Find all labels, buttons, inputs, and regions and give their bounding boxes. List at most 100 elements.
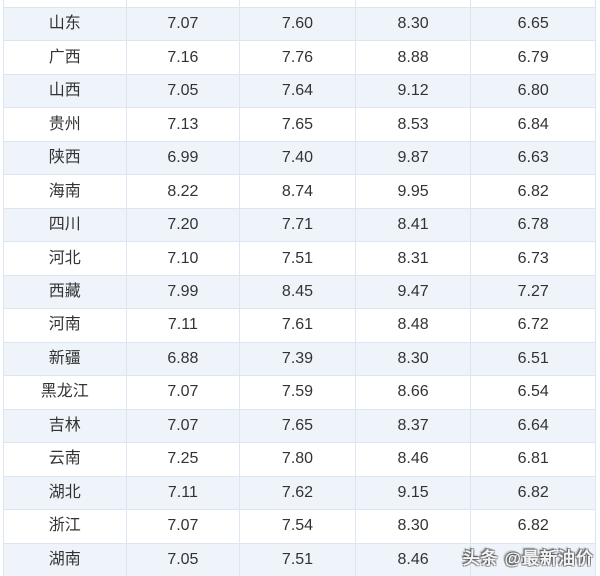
price-cell: 7.65 <box>240 108 356 141</box>
province-cell: 新疆 <box>4 342 127 376</box>
price-cell: 6.99 <box>127 141 241 175</box>
province-cell: 湖南 <box>4 543 127 576</box>
price-cell: 6.82 <box>517 517 549 535</box>
province-cell: 陕西 <box>4 141 127 175</box>
price-cell: 7.61 <box>240 309 356 342</box>
price-cell: 6.63 <box>517 149 549 167</box>
price-cell: 7.07 <box>127 409 241 443</box>
toutiao-watermark: 头条 @最新油价 <box>462 549 594 568</box>
price-cell: 6.82 <box>517 182 549 200</box>
price-cell: 6.54 <box>517 383 549 401</box>
table-row: 黑龙江 7.07 7.59 8.66 6.54 <box>4 376 595 410</box>
price-cell: 7.13 <box>127 108 241 141</box>
price-cell: 8.48 <box>356 309 472 342</box>
price-cell: 7.07 <box>127 8 241 41</box>
partial-cell <box>356 0 472 7</box>
province-cell: 云南 <box>4 443 127 476</box>
price-cell: 7.07 <box>127 376 241 409</box>
price-cell: 7.16 <box>127 41 241 74</box>
table-row: 新疆 6.88 7.39 8.30 6.51 <box>4 342 595 377</box>
price-cell: 6.82 <box>517 483 549 501</box>
province-cell: 湖北 <box>4 476 127 510</box>
partial-cell <box>4 0 127 7</box>
price-cell: 8.46 <box>356 543 472 576</box>
price-cell: 6.73 <box>517 249 549 267</box>
price-cell: 6.65 <box>517 15 549 33</box>
table-row: 吉林 7.07 7.65 8.37 6.64 <box>4 409 595 444</box>
price-cell: 7.39 <box>240 342 356 376</box>
price-cell: 7.40 <box>240 141 356 175</box>
province-cell: 广西 <box>4 41 127 74</box>
price-cell: 6.81 <box>517 450 549 468</box>
province-cell: 黑龙江 <box>4 376 127 409</box>
province-cell: 西藏 <box>4 275 127 309</box>
province-cell: 吉林 <box>4 409 127 443</box>
province-cell: 山东 <box>4 8 127 41</box>
province-cell: 四川 <box>4 208 127 242</box>
table-row: 云南 7.25 7.80 8.46 6.81 <box>4 443 595 477</box>
table-row: 山东 7.07 7.60 8.30 6.65 <box>4 8 595 42</box>
price-cell: 6.84 <box>517 115 549 133</box>
table-row: 浙江 7.07 7.54 8.30 6.82 <box>4 510 595 544</box>
price-cell: 7.76 <box>240 41 356 74</box>
price-cell: 8.74 <box>240 175 356 208</box>
province-cell: 山西 <box>4 74 127 108</box>
price-cell: 8.30 <box>356 8 472 41</box>
price-cell: 7.27 <box>517 282 549 300</box>
price-cell: 6.64 <box>517 416 549 434</box>
price-cell: 8.45 <box>240 275 356 309</box>
table-row: 河北 7.10 7.51 8.31 6.73 <box>4 242 595 276</box>
table-row: 湖北 7.11 7.62 9.15 6.82 <box>4 476 595 511</box>
price-cell: 8.30 <box>356 510 472 543</box>
price-cell: 7.25 <box>127 443 241 476</box>
price-cell: 7.71 <box>240 208 356 242</box>
price-cell: 7.51 <box>240 242 356 275</box>
table-row: 四川 7.20 7.71 8.41 6.78 <box>4 208 595 243</box>
price-cell: 7.07 <box>127 510 241 543</box>
price-cell: 9.95 <box>356 175 472 208</box>
price-table: 山东 7.07 7.60 8.30 6.65 广西 7.16 7.76 8.88 6.79 山西 7.… <box>3 0 596 576</box>
price-cell: 7.11 <box>127 476 241 510</box>
province-cell: 浙江 <box>4 510 127 543</box>
partial-cell <box>127 0 241 7</box>
price-cell: 8.46 <box>356 443 472 476</box>
price-cell: 6.51 <box>517 349 549 367</box>
price-cell: 9.15 <box>356 476 472 510</box>
price-cell: 7.60 <box>240 8 356 41</box>
price-cell: 6.80 <box>517 82 549 100</box>
price-cell: 7.11 <box>127 309 241 342</box>
price-cell: 8.22 <box>127 175 241 208</box>
table-row-partial <box>4 0 595 8</box>
price-cell: 8.41 <box>356 208 472 242</box>
table-row: 陕西 6.99 7.40 9.87 6.63 <box>4 141 595 176</box>
price-cell: 7.64 <box>240 74 356 108</box>
price-cell: 8.66 <box>356 376 472 409</box>
price-cell: 7.10 <box>127 242 241 275</box>
price-cell: 7.80 <box>240 443 356 476</box>
price-cell: 9.87 <box>356 141 472 175</box>
price-cell: 8.30 <box>356 342 472 376</box>
table-row: 贵州 7.13 7.65 8.53 6.84 <box>4 108 595 142</box>
price-cell: 7.59 <box>240 376 356 409</box>
table-row: 海南 8.22 8.74 9.95 6.82 <box>4 175 595 209</box>
province-cell: 海南 <box>4 175 127 208</box>
price-cell: 7.65 <box>240 409 356 443</box>
price-cell: 7.05 <box>127 543 241 576</box>
price-cell: 8.88 <box>356 41 472 74</box>
price-cell: 6.79 <box>517 48 549 66</box>
table-row: 湖南 7.05 7.51 8.46 <box>4 543 595 576</box>
price-cell: 7.99 <box>127 275 241 309</box>
price-cell: 7.54 <box>240 510 356 543</box>
table-row: 广西 7.16 7.76 8.88 6.79 <box>4 41 595 75</box>
price-cell: 6.78 <box>517 216 549 234</box>
price-cell: 9.47 <box>356 275 472 309</box>
price-cell: 9.12 <box>356 74 472 108</box>
table-row: 西藏 7.99 8.45 9.47 7.27 <box>4 275 595 310</box>
price-cell: 6.72 <box>517 316 549 334</box>
table-row: 山西 7.05 7.64 9.12 6.80 <box>4 74 595 109</box>
price-cell: 7.05 <box>127 74 241 108</box>
price-cell: 8.37 <box>356 409 472 443</box>
price-cell: 7.20 <box>127 208 241 242</box>
price-cell: 8.31 <box>356 242 472 275</box>
